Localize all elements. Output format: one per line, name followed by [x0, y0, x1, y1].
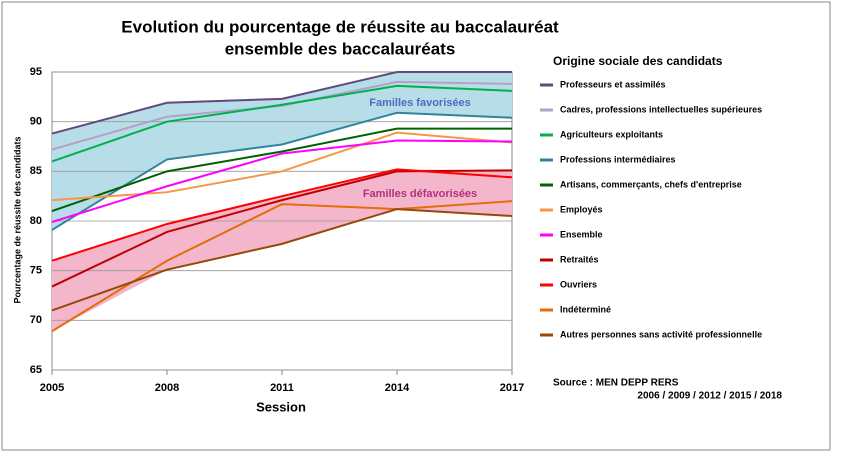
legend-label: Professions intermédiaires [560, 154, 676, 164]
legend-label: Professeurs et assimilés [560, 79, 666, 89]
chart-subtitle: ensemble des baccalauréats [225, 39, 456, 58]
band [52, 169, 512, 332]
y-tick-label: 65 [30, 364, 42, 376]
legend-label: Retraités [560, 254, 599, 264]
y-tick-label: 85 [30, 165, 42, 177]
y-tick-label: 70 [30, 314, 42, 326]
line [51, 71, 512, 135]
line [51, 139, 513, 223]
x-axis-label: Session [256, 399, 306, 414]
chart-title: Evolution du pourcentage de réussite au … [121, 17, 559, 36]
line [51, 127, 512, 213]
source: Source : MEN DEPP RERS [553, 378, 679, 389]
y-tick-label: 95 [30, 66, 42, 78]
x-tick-label: 2008 [155, 382, 179, 394]
legend-label: Indéterminé [560, 304, 611, 314]
x-tick-label: 2014 [385, 382, 410, 394]
y-axis-label: Pourcentage de réussite des candidats [12, 136, 22, 303]
legend-label: Ouvriers [560, 279, 597, 289]
line [51, 111, 513, 231]
y-tick-label: 75 [30, 265, 42, 277]
line [51, 131, 513, 202]
legend-label: Artisans, commerçants, chefs d'entrepris… [560, 179, 742, 189]
legend-label: Autres personnes sans activité professio… [560, 329, 762, 339]
x-tick-label: 2011 [270, 382, 294, 394]
x-tick-label: 2005 [40, 382, 64, 394]
annotation: Familles favorisées [369, 97, 471, 109]
legend-label: Ensemble [560, 229, 603, 239]
line [51, 168, 513, 262]
y-tick-label: 80 [30, 215, 42, 227]
legend-label: Agriculteurs exploitants [560, 129, 663, 139]
band [52, 72, 512, 230]
line [51, 208, 513, 312]
line [51, 84, 513, 163]
legend-label: Employés [560, 204, 603, 214]
legend-title: Origine sociale des candidats [553, 54, 723, 68]
x-tick-label: 2017 [500, 382, 524, 394]
annotation: Familles défavorisées [363, 188, 477, 200]
legend-label: Cadres, professions intellectuelles supé… [560, 104, 762, 114]
source-years: 2006 / 2009 / 2012 / 2015 / 2018 [637, 391, 782, 402]
y-tick-label: 90 [30, 116, 42, 128]
